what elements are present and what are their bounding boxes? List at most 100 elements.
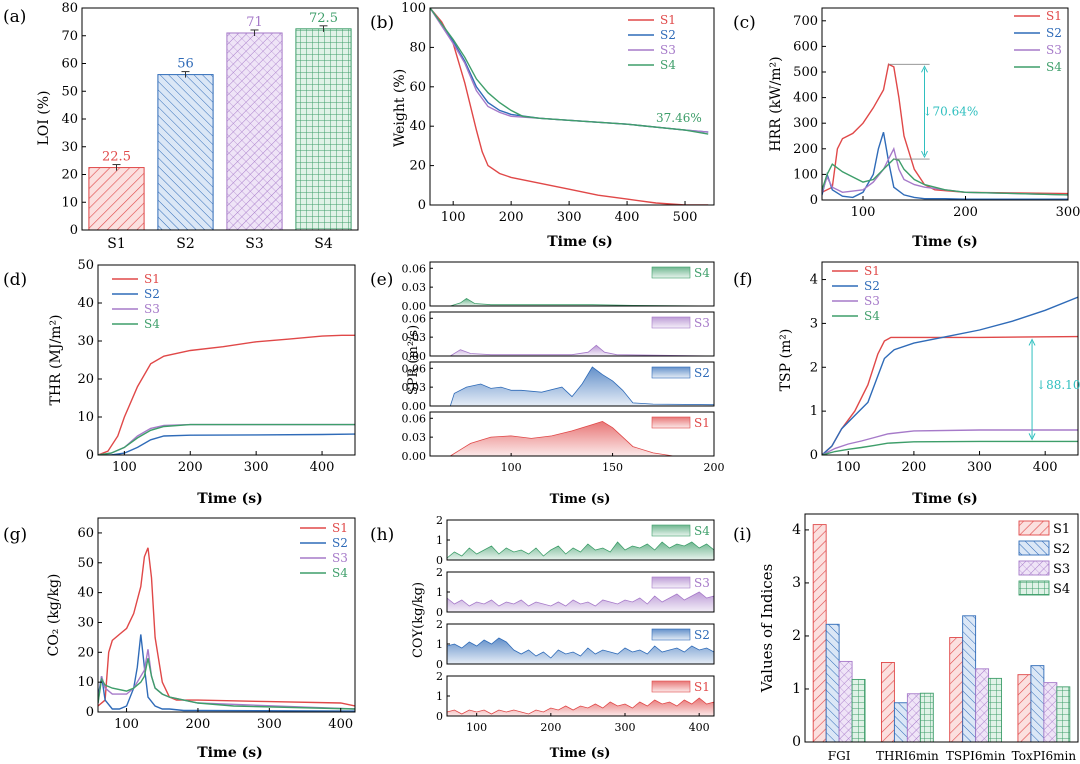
panel-label: (d)	[3, 270, 27, 290]
series-line-s2	[98, 433, 355, 455]
x-axis-label: Time (s)	[912, 234, 977, 250]
x-axis-label: Time (s)	[197, 745, 262, 761]
chart-c: 0 100 200 300 400 500 600 700 100 200 300 (c) HRR (k…	[733, 7, 1080, 250]
x-axis-label: Time (s)	[912, 491, 977, 507]
data-label: 71	[246, 15, 263, 30]
legend-label: S3	[660, 43, 676, 57]
area-s1	[450, 420, 714, 457]
y-tick-label: 0.00	[402, 450, 427, 463]
bar-s1	[949, 637, 964, 743]
y-tick-label: 0.03	[402, 331, 427, 344]
legend-label: S3	[1053, 562, 1070, 577]
y-tick-label: 30	[61, 140, 78, 155]
x-tick-label: TSPI6min	[946, 749, 1006, 763]
legend-label: S1	[660, 13, 676, 27]
subplot-frame	[429, 361, 715, 407]
y-tick-label: 200	[793, 142, 818, 157]
x-tick-label: 300	[557, 210, 582, 225]
y-tick-label: 50	[61, 84, 78, 99]
arrow-head-up	[921, 65, 928, 73]
legend-swatch	[651, 316, 691, 329]
y-tick-label: 700	[793, 14, 818, 29]
plot-frame	[97, 264, 356, 456]
x-tick-label: FGI	[828, 749, 851, 763]
y-tick-label: 0.03	[402, 381, 427, 394]
bar-s3	[838, 660, 853, 743]
y-tick-label: 3	[792, 575, 801, 591]
y-tick-label: 0	[70, 223, 78, 238]
x-tick-label: 100	[501, 461, 522, 474]
x-tick-label: 400	[615, 210, 640, 225]
arrow-head-up	[1028, 338, 1036, 346]
bar-s4	[919, 692, 934, 743]
y-tick-label: 1	[436, 638, 443, 651]
area-s3	[446, 591, 715, 613]
series-line-s4	[822, 440, 1078, 455]
series-line-s4	[98, 423, 355, 455]
y-tick-label: 20	[77, 372, 94, 387]
bar-s4	[851, 678, 866, 743]
y-tick-label: 50	[77, 556, 94, 571]
legend-swatch	[1018, 540, 1050, 556]
legend-label: S1	[694, 416, 710, 430]
panel-label: (f)	[733, 270, 753, 290]
y-tick-label: 40	[409, 119, 426, 134]
bar-s3	[1043, 682, 1058, 743]
x-tick-label: 300	[244, 460, 269, 475]
y-tick-label: 1	[792, 681, 801, 697]
bar-s2	[893, 702, 908, 743]
x-tick-label: 200	[540, 721, 561, 734]
legend-label: S3	[1046, 43, 1062, 57]
data-label: 22.5	[102, 150, 131, 165]
legend-label: S2	[1053, 542, 1070, 557]
legend-label: S3	[144, 302, 160, 316]
y-axis-label: Weight (%)	[392, 69, 408, 147]
legend-label: S4	[694, 524, 710, 538]
x-axis-label: Time (s)	[547, 234, 612, 250]
bar-s3	[906, 693, 921, 743]
x-tick-label: S2	[176, 236, 195, 252]
legend-label: S2	[694, 366, 710, 380]
plot-frame	[97, 517, 356, 713]
x-tick-label: 100	[441, 210, 466, 225]
legend-label: S4	[864, 309, 880, 323]
subplot-frame	[429, 311, 715, 357]
series-line-s1	[430, 8, 709, 205]
y-tick-label: 500	[793, 65, 818, 80]
chart-h: 0 1 2 S4 0 1 2 S3 0 1 2 S2 0 1 2 S1 100 200 300 400 (h) COY(k…	[370, 514, 715, 761]
bar-s1	[1017, 674, 1032, 743]
y-tick-label: 60	[61, 57, 78, 72]
series-line-s1	[822, 335, 1078, 455]
bar-s4	[988, 677, 1003, 743]
plot-frame	[804, 513, 1079, 743]
chart-d: 0 10 20 30 40 50 100 200 300 400 (d) THR (MJ/m²) Tim…	[3, 258, 356, 507]
y-tick-label: 300	[793, 116, 818, 131]
y-tick-label: 1	[436, 586, 443, 599]
x-axis-label: Time (s)	[550, 492, 611, 507]
y-tick-label: 0.06	[402, 312, 427, 325]
y-axis-label: HRR (kW/m²)	[768, 56, 784, 151]
legend-swatch	[651, 628, 691, 641]
x-tick-label: 100	[114, 717, 139, 732]
x-tick-label: 200	[178, 460, 203, 475]
y-tick-label: 40	[77, 586, 94, 601]
bar-s1	[880, 662, 895, 743]
legend-swatch	[1018, 560, 1050, 576]
subplot-frame	[429, 411, 715, 457]
y-tick-label: 0.06	[402, 262, 427, 275]
y-tick-label: 10	[77, 410, 94, 425]
legend-label: S1	[1046, 9, 1062, 23]
x-axis-label: Time (s)	[197, 491, 262, 507]
x-tick-label: 200	[186, 717, 211, 732]
y-axis-label: CO₂ (kg/kg)	[46, 574, 62, 657]
x-tick-label: 200	[704, 461, 725, 474]
y-axis-label: SPR (m²/s)	[406, 325, 421, 395]
x-tick-label: 100	[836, 460, 861, 475]
area-s3	[450, 344, 715, 357]
y-tick-label: 0.00	[402, 300, 427, 313]
panel-label: (b)	[370, 13, 394, 33]
y-tick-label: 30	[77, 334, 94, 349]
panel-label: (h)	[370, 525, 394, 545]
y-tick-label: 50	[77, 258, 94, 273]
y-tick-label: 10	[61, 195, 78, 210]
